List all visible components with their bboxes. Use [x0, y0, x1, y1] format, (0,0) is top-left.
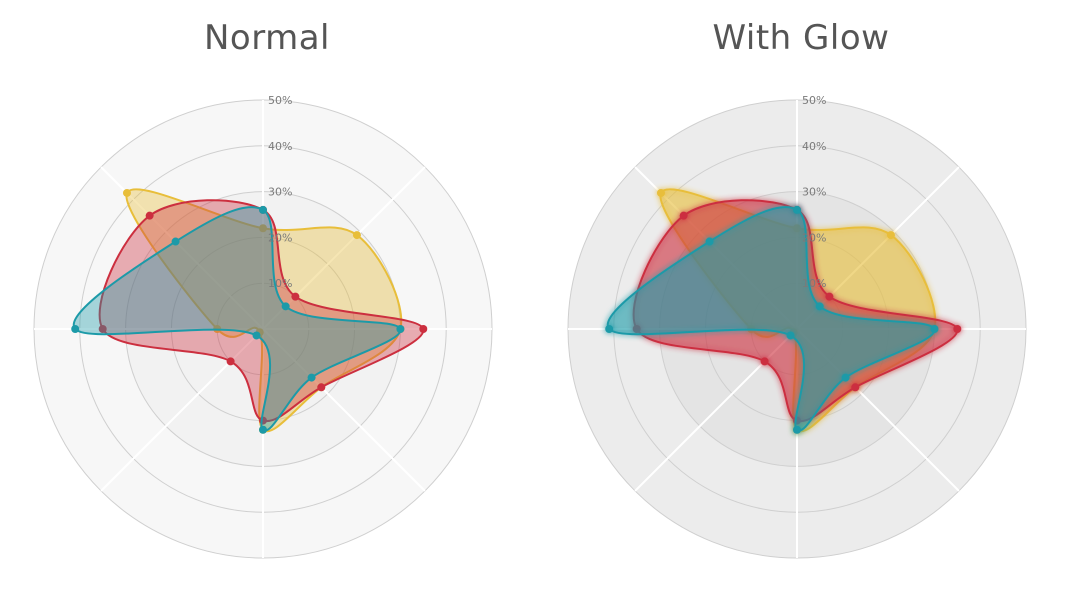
- r-tick-label: 50%: [268, 94, 292, 107]
- r-tick-label: 10%: [802, 277, 826, 290]
- data-point: [705, 237, 714, 246]
- series-area: [72, 206, 402, 432]
- r-tick-label: 30%: [802, 186, 826, 199]
- r-tick-label: 40%: [802, 140, 826, 153]
- data-point: [953, 325, 962, 333]
- data-point: [886, 231, 895, 240]
- data-point: [760, 357, 769, 366]
- data-point: [171, 237, 180, 246]
- radar-panel-normal: Normal 10% 20% 30% 40% 50%: [0, 0, 534, 596]
- data-point: [851, 383, 860, 392]
- data-point: [259, 205, 267, 214]
- data-point: [259, 425, 267, 434]
- data-point: [98, 325, 107, 333]
- r-tick-label: 20%: [268, 231, 292, 244]
- series-area: [606, 206, 936, 432]
- data-point: [656, 188, 665, 197]
- axis-spoke: [100, 328, 264, 492]
- chart-title: Normal: [203, 18, 331, 58]
- axis-spoke: [262, 328, 426, 492]
- data-point: [786, 331, 795, 340]
- r-tick-label: 20%: [802, 231, 826, 244]
- data-point: [825, 292, 834, 301]
- r-tick-label: 50%: [802, 94, 826, 107]
- data-point: [815, 302, 824, 311]
- data-point: [226, 357, 235, 366]
- data-point: [396, 325, 405, 333]
- data-point: [307, 373, 316, 382]
- data-point: [317, 383, 326, 392]
- series-3: [605, 205, 939, 434]
- radar-chart-glow: 10% 20% 30% 40% 50%: [567, 94, 1027, 559]
- data-point: [841, 373, 850, 382]
- data-point: [122, 188, 131, 197]
- radar-panel-glow: With Glow 10% 20% 30% 40% 50%: [534, 0, 1068, 596]
- data-point: [145, 211, 154, 220]
- data-point: [252, 331, 261, 340]
- data-point: [419, 325, 428, 333]
- radar-chart-normal: 10% 20% 30% 40% 50%: [33, 94, 493, 559]
- series-3: [71, 205, 405, 434]
- data-point: [259, 224, 267, 233]
- r-tick-label: 30%: [268, 186, 292, 199]
- data-point: [793, 205, 801, 214]
- data-point: [291, 292, 300, 301]
- data-point: [930, 325, 939, 333]
- axis-spoke: [262, 166, 426, 330]
- data-point: [605, 325, 614, 333]
- data-point: [281, 302, 290, 311]
- r-tick-label: 40%: [268, 140, 292, 153]
- data-point: [679, 211, 688, 220]
- data-point: [793, 425, 801, 434]
- data-point: [352, 231, 361, 240]
- data-point: [71, 325, 80, 333]
- chart-title: With Glow: [712, 18, 890, 58]
- r-tick-label: 10%: [268, 277, 292, 290]
